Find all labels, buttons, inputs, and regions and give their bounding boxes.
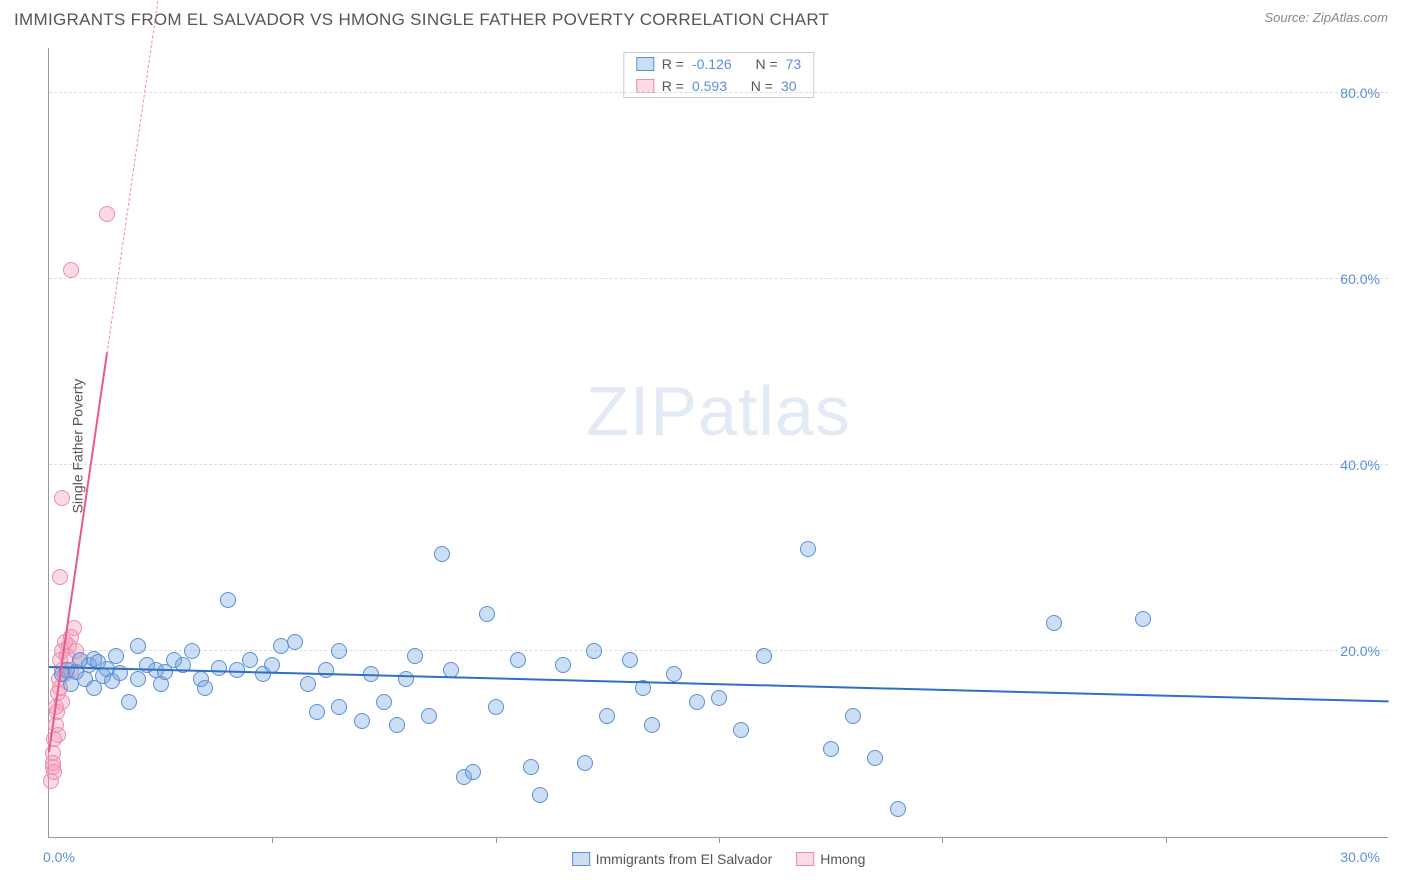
gridline (49, 464, 1388, 465)
gridline (49, 92, 1388, 93)
scatter-point-pink (99, 206, 115, 222)
scatter-point-blue (300, 676, 316, 692)
scatter-point-blue (398, 671, 414, 687)
scatter-point-blue (121, 694, 137, 710)
scatter-point-blue (845, 708, 861, 724)
swatch-blue (636, 57, 654, 71)
scatter-point-blue (666, 666, 682, 682)
trend-line-pink-dashed (107, 0, 162, 353)
x-tick (1166, 837, 1167, 843)
x-origin-label: 0.0% (43, 849, 75, 865)
x-tick (496, 837, 497, 843)
legend-label-blue: Immigrants from El Salvador (596, 851, 773, 867)
scatter-point-blue (1135, 611, 1151, 627)
source-attribution: Source: ZipAtlas.com (1264, 10, 1388, 25)
source-name: ZipAtlas.com (1313, 10, 1388, 25)
chart-plot-area: ZIPatlas R = -0.126 N = 73 R = 0.593 N =… (48, 48, 1388, 838)
watermark: ZIPatlas (586, 371, 851, 451)
scatter-point-blue (407, 648, 423, 664)
scatter-point-blue (756, 648, 772, 664)
x-max-label: 30.0% (1340, 849, 1380, 865)
scatter-point-blue (479, 606, 495, 622)
legend-swatch-pink (796, 852, 814, 866)
scatter-point-blue (211, 660, 227, 676)
scatter-point-blue (555, 657, 571, 673)
scatter-point-blue (130, 671, 146, 687)
legend-swatch-blue (572, 852, 590, 866)
r-label: R = (662, 56, 684, 72)
scatter-point-blue (197, 680, 213, 696)
y-tick-label: 80.0% (1340, 85, 1380, 101)
scatter-point-blue (376, 694, 392, 710)
scatter-point-pink (46, 764, 62, 780)
chart-title: IMMIGRANTS FROM EL SALVADOR VS HMONG SIN… (14, 10, 829, 30)
scatter-point-blue (1046, 615, 1062, 631)
scatter-point-blue (577, 755, 593, 771)
scatter-point-blue (434, 546, 450, 562)
stats-row-blue: R = -0.126 N = 73 (624, 53, 813, 75)
scatter-point-blue (130, 638, 146, 654)
y-tick-label: 40.0% (1340, 457, 1380, 473)
scatter-point-blue (309, 704, 325, 720)
correlation-stats-box: R = -0.126 N = 73 R = 0.593 N = 30 (623, 52, 814, 98)
gridline (49, 278, 1388, 279)
scatter-point-blue (421, 708, 437, 724)
y-tick-label: 20.0% (1340, 643, 1380, 659)
scatter-point-blue (108, 648, 124, 664)
scatter-point-blue (586, 643, 602, 659)
scatter-point-blue (331, 699, 347, 715)
scatter-point-blue (184, 643, 200, 659)
scatter-point-blue (242, 652, 258, 668)
scatter-point-blue (890, 801, 906, 817)
gridline (49, 650, 1388, 651)
n-label: N = (755, 56, 777, 72)
scatter-point-blue (465, 764, 481, 780)
scatter-point-blue (389, 717, 405, 733)
scatter-point-blue (220, 592, 236, 608)
x-tick (719, 837, 720, 843)
scatter-point-blue (867, 750, 883, 766)
bottom-legend: Immigrants from El Salvador Hmong (572, 851, 866, 867)
watermark-rest: atlas (698, 372, 851, 450)
stats-row-pink: R = 0.593 N = 30 (624, 75, 813, 97)
x-tick (272, 837, 273, 843)
legend-label-pink: Hmong (820, 851, 865, 867)
scatter-point-blue (510, 652, 526, 668)
scatter-point-blue (733, 722, 749, 738)
swatch-pink (636, 79, 654, 93)
scatter-point-pink (63, 262, 79, 278)
scatter-point-blue (318, 662, 334, 678)
y-tick-label: 60.0% (1340, 271, 1380, 287)
scatter-point-blue (800, 541, 816, 557)
header: IMMIGRANTS FROM EL SALVADOR VS HMONG SIN… (0, 0, 1406, 34)
legend-item-pink: Hmong (796, 851, 865, 867)
scatter-point-blue (644, 717, 660, 733)
scatter-point-blue (287, 634, 303, 650)
source-prefix: Source: (1264, 10, 1312, 25)
scatter-point-blue (331, 643, 347, 659)
scatter-point-blue (523, 759, 539, 775)
scatter-point-pink (52, 569, 68, 585)
n-value-blue: 73 (786, 56, 802, 72)
scatter-point-pink (54, 490, 70, 506)
scatter-point-blue (823, 741, 839, 757)
scatter-point-blue (711, 690, 727, 706)
legend-item-blue: Immigrants from El Salvador (572, 851, 773, 867)
scatter-point-blue (689, 694, 705, 710)
scatter-point-blue (354, 713, 370, 729)
scatter-point-blue (599, 708, 615, 724)
scatter-point-blue (622, 652, 638, 668)
r-value-blue: -0.126 (692, 56, 732, 72)
watermark-bold: ZIP (586, 372, 698, 450)
x-tick (942, 837, 943, 843)
scatter-point-blue (532, 787, 548, 803)
scatter-point-blue (488, 699, 504, 715)
